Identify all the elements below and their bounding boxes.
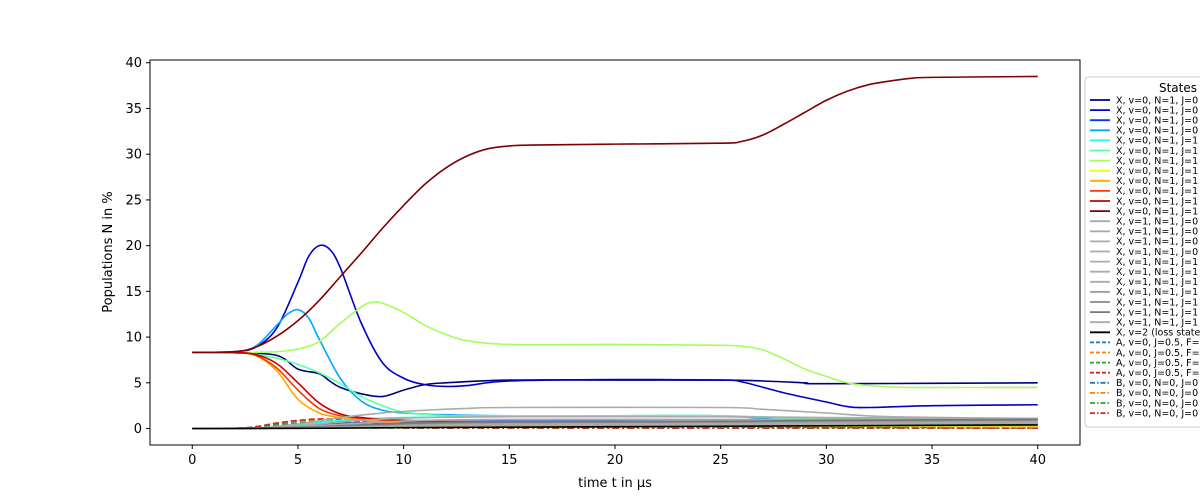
x-tick-label: 15 <box>501 453 518 468</box>
x-tick-label: 20 <box>607 453 624 468</box>
legend-box <box>1084 76 1200 428</box>
legend-label: X, v=0, N=1, J=1 <box>1116 176 1198 187</box>
x-axis-label: time t in μs <box>578 476 652 491</box>
legend-label: X, v=1, N=1, J=1 <box>1116 277 1198 288</box>
x-tick-label: 0 <box>188 453 196 468</box>
legend-label: X, v=0, N=1, J=0 <box>1116 126 1198 137</box>
x-tick-label: 40 <box>1029 453 1046 468</box>
legend-label: X, v=0, N=1, J=1 <box>1116 186 1198 197</box>
y-tick-label: 30 <box>125 148 142 163</box>
legend-label: X, v=1, N=1, J=1 <box>1116 307 1198 318</box>
x-axis-ticks: 0 5 10 15 20 25 30 35 40 <box>188 445 1046 468</box>
legend-label: X, v=0, N=1, J=0 <box>1116 105 1198 116</box>
y-tick-label: 0 <box>134 422 142 437</box>
series-line-6 <box>192 301 1038 389</box>
series-line-1 <box>192 244 1038 409</box>
legend-label: X, v=2 (loss state) <box>1116 328 1200 339</box>
legend-entries: X, v=0, N=1, J=0X, v=0, N=1, J=0X, v=0, … <box>1090 95 1200 419</box>
legend-label: X, v=1, N=1, J=0 <box>1116 237 1198 248</box>
x-tick-label: 5 <box>294 453 302 468</box>
legend-label: A, v=0, J=0.5, F= <box>1116 358 1200 369</box>
legend-label: B, v=0, N=0, J=0 <box>1116 398 1198 409</box>
legend-label: A, v=0, J=0.5, F= <box>1116 338 1200 349</box>
legend-label: X, v=0, N=1, J=0 <box>1116 95 1198 106</box>
legend-title: States <box>1159 81 1197 95</box>
legend-label: B, v=0, N=0, J=0 <box>1116 408 1198 419</box>
y-tick-label: 10 <box>125 331 142 346</box>
series-line-23 <box>192 424 1038 430</box>
legend-label: X, v=1, N=1, J=0 <box>1116 247 1198 258</box>
legend-label: B, v=0, N=0, J=0 <box>1116 388 1198 399</box>
legend-label: X, v=0, N=1, J=1 <box>1116 156 1198 167</box>
series-layer <box>192 75 1038 430</box>
series-line-11 <box>192 75 1038 354</box>
legend-label: X, v=0, N=1, J=1 <box>1116 206 1198 217</box>
legend-label: X, v=0, N=1, J=0 <box>1116 116 1198 127</box>
y-tick-label: 35 <box>125 102 142 117</box>
y-axis-label: Populations N in % <box>101 191 116 312</box>
y-tick-label: 5 <box>134 376 142 391</box>
legend-label: X, v=0, N=1, J=1 <box>1116 136 1198 147</box>
legend-label: B, v=0, N=0, J=0 <box>1116 378 1198 389</box>
x-tick-label: 35 <box>924 453 941 468</box>
series-line-3 <box>192 308 1038 423</box>
series-line-0 <box>192 351 1038 398</box>
series-line-8 <box>192 351 1038 427</box>
legend: States X, v=0, N=1, J=0X, v=0, N=1, J=0X… <box>1084 76 1200 428</box>
legend-label: X, v=1, N=1, J=1 <box>1116 257 1198 268</box>
x-tick-label: 30 <box>818 453 835 468</box>
series-line-12 <box>192 406 1038 430</box>
legend-label: X, v=1, N=1, J=1 <box>1116 297 1198 308</box>
x-tick-label: 25 <box>712 453 729 468</box>
legend-label: X, v=0, N=1, J=1 <box>1116 196 1198 207</box>
legend-label: A, v=0, J=0.5, F= <box>1116 368 1200 379</box>
legend-label: A, v=0, J=0.5, F= <box>1116 348 1200 359</box>
y-tick-label: 25 <box>125 193 142 208</box>
legend-label: X, v=1, N=1, J=1 <box>1116 287 1198 298</box>
y-tick-label: 15 <box>125 285 142 300</box>
legend-label: X, v=1, N=1, J=1 <box>1116 318 1198 329</box>
y-axis-ticks: 0 5 10 15 20 25 30 35 40 <box>125 56 150 437</box>
legend-label: X, v=1, N=1, J=1 <box>1116 267 1198 278</box>
y-tick-label: 20 <box>125 239 142 254</box>
y-tick-label: 40 <box>125 56 142 71</box>
legend-label: X, v=1, N=1, J=0 <box>1116 217 1198 228</box>
x-tick-label: 10 <box>395 453 412 468</box>
legend-label: X, v=0, N=1, J=1 <box>1116 166 1198 177</box>
legend-label: X, v=0, N=1, J=1 <box>1116 146 1198 157</box>
legend-label: X, v=1, N=1, J=0 <box>1116 227 1198 238</box>
